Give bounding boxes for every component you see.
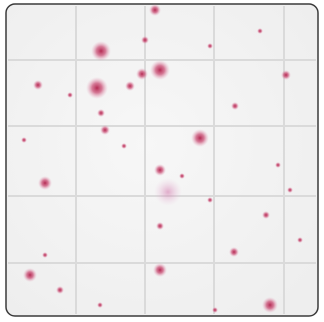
colony bbox=[275, 162, 281, 168]
colony bbox=[229, 247, 239, 257]
colony bbox=[67, 92, 73, 98]
colony bbox=[86, 77, 108, 99]
colony bbox=[97, 109, 105, 117]
colony bbox=[231, 102, 239, 110]
colony bbox=[150, 60, 170, 80]
colony bbox=[141, 36, 149, 44]
colony bbox=[281, 70, 291, 80]
colony bbox=[23, 268, 37, 282]
colony bbox=[179, 173, 185, 179]
colony bbox=[156, 222, 164, 230]
petri-film-photo bbox=[0, 0, 324, 322]
colony bbox=[262, 297, 278, 313]
colony bbox=[100, 125, 110, 135]
colony bbox=[121, 143, 127, 149]
colony bbox=[212, 307, 218, 313]
colony bbox=[297, 237, 303, 243]
colony bbox=[56, 286, 64, 294]
colony bbox=[207, 197, 213, 203]
colony bbox=[97, 302, 103, 308]
colony bbox=[91, 41, 111, 61]
colony bbox=[33, 80, 43, 90]
colony bbox=[154, 178, 182, 206]
colony bbox=[207, 43, 213, 49]
page bbox=[0, 0, 324, 322]
colony bbox=[42, 252, 48, 258]
colony bbox=[154, 164, 166, 176]
colony bbox=[125, 81, 135, 91]
colony bbox=[21, 137, 27, 143]
colony bbox=[149, 4, 161, 16]
colony bbox=[153, 263, 167, 277]
colony bbox=[191, 129, 209, 147]
colony bbox=[257, 28, 263, 34]
colony bbox=[262, 211, 270, 219]
colony bbox=[136, 68, 148, 80]
colony bbox=[38, 176, 52, 190]
colony bbox=[287, 187, 293, 193]
